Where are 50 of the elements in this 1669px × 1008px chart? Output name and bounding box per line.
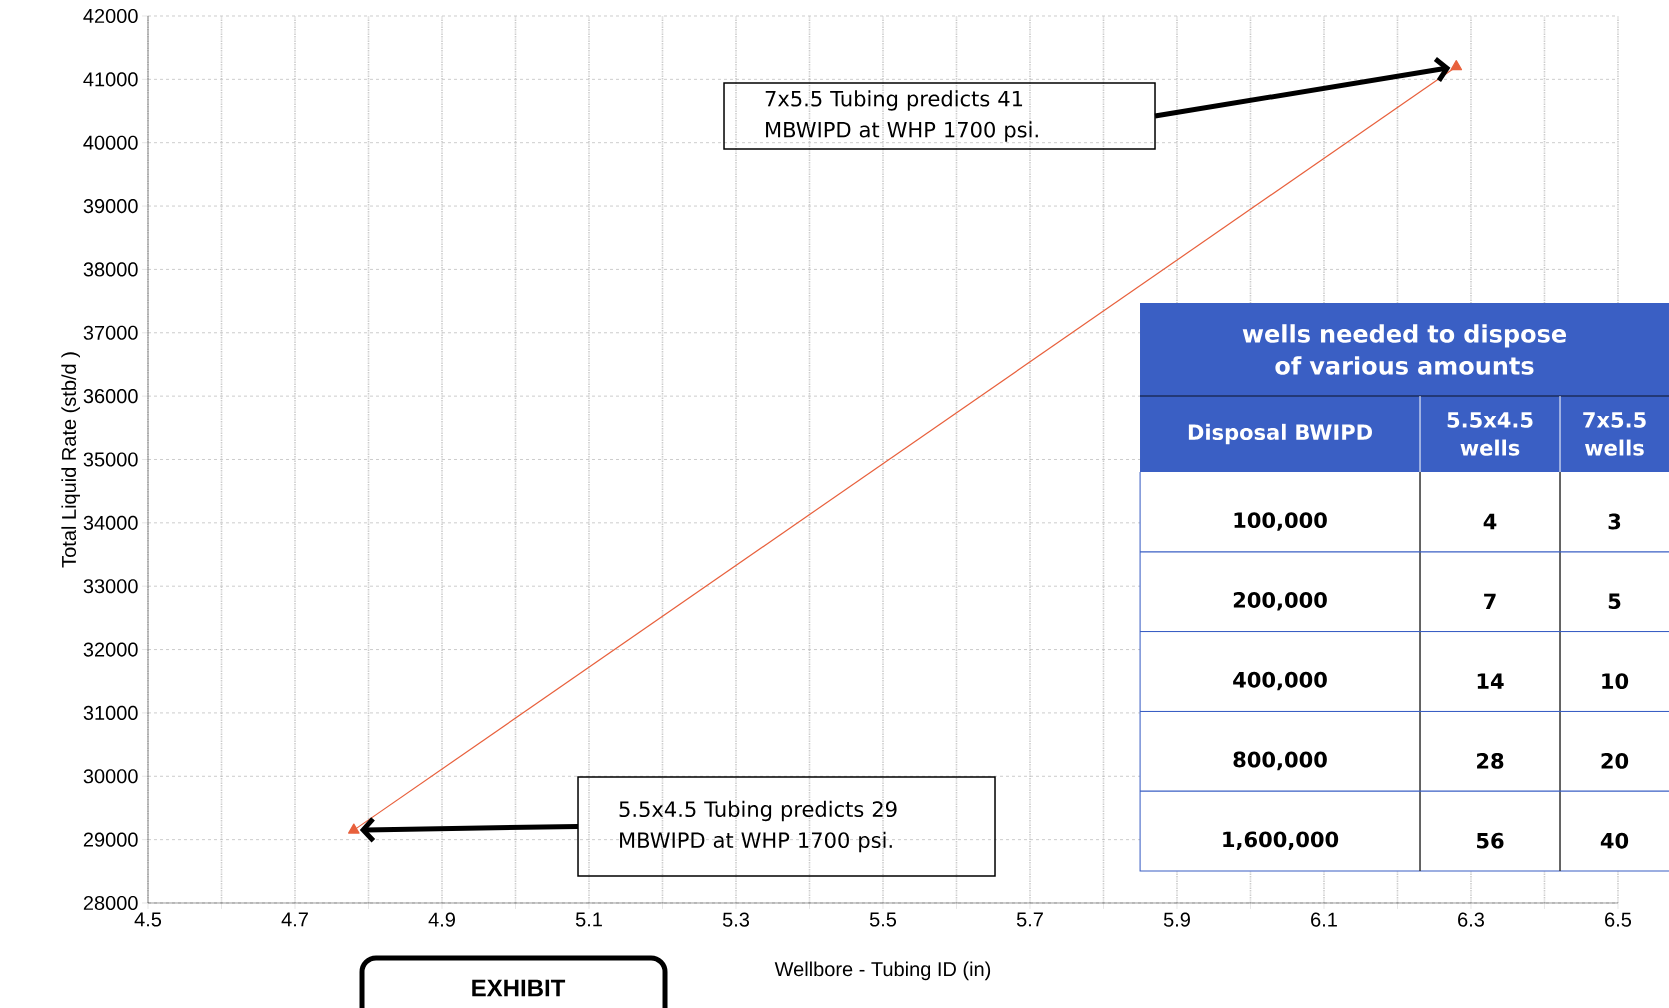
annotation: Disposal BWIPD [1188,423,1372,445]
annotation: 1,600,000 [1223,831,1339,850]
y-tick-label: 38000 [83,262,138,277]
annotation: 7x5.5 Tubing predicts 41 MBWIPD at WHP 1700 psi. [765,90,1038,142]
y-tick-label: 31000 [83,705,138,720]
y-axis-title: Total Liquid Rate (stb/d ) [61,352,80,568]
y-tick-label: 33000 [83,579,138,594]
annotation: 28 [1477,752,1504,769]
y-tick-label: 41000 [83,72,138,87]
y-tick-label: 36000 [83,389,138,404]
y-tick-label: 34000 [83,515,138,530]
annotation: 5.5x4.5 wells [1447,412,1533,456]
annotation: 10 [1602,673,1629,690]
x-tick-label: 6.5 [1605,912,1632,927]
annotation: 5.5x4.5 Tubing predicts 29 MBWIPD at WHP 1700 psi. [619,800,897,853]
x-tick-label: 5.1 [575,912,602,927]
y-tick-label: 42000 [83,8,138,24]
x-axis-title: Wellbore - Tubing ID (in) [774,961,991,981]
annotation: 100,000 [1234,512,1327,531]
y-tick-label: 30000 [83,769,138,784]
text: EXHIBIT [472,979,566,997]
y-tick-label: 40000 [83,135,138,150]
x-tick-label: 5.3 [722,912,750,927]
annotation: 7x5.5 wells [1583,412,1646,456]
x-tick-label: 5.5 [869,912,897,927]
y-tick-label: 39000 [83,198,138,214]
x-tick-label: 4.5 [134,912,162,927]
annotation: 3 [1608,513,1621,530]
x-tick-label: 6.1 [1311,912,1337,927]
y-tick-label: 29000 [83,832,138,847]
annotation: 56 [1477,832,1504,849]
annotation: 14 [1477,673,1504,689]
annotation: wells needed to dispose of various amounts [1242,324,1566,375]
y-tick-label: 37000 [83,325,138,340]
annotation: 40 [1600,832,1629,849]
x-tick-label: 4.9 [428,912,455,927]
annotation: 4 [1483,513,1497,530]
annotation: 800,000 [1233,751,1327,771]
annotation: 7 [1484,593,1496,609]
annotation: 20 [1601,752,1629,769]
y-tick-label: 28000 [83,895,138,911]
annotation: 5 [1608,593,1621,610]
x-tick-label: 5.9 [1163,912,1190,927]
annotation: 400,000 [1233,671,1327,691]
x-tick-label: 4.7 [281,912,308,927]
x-tick-label: 5.7 [1016,912,1043,927]
annotation: 200,000 [1233,592,1327,611]
y-tick-label: 35000 [83,452,138,467]
y-tick-label: 32000 [83,642,138,657]
x-tick-label: 6.3 [1458,912,1485,927]
